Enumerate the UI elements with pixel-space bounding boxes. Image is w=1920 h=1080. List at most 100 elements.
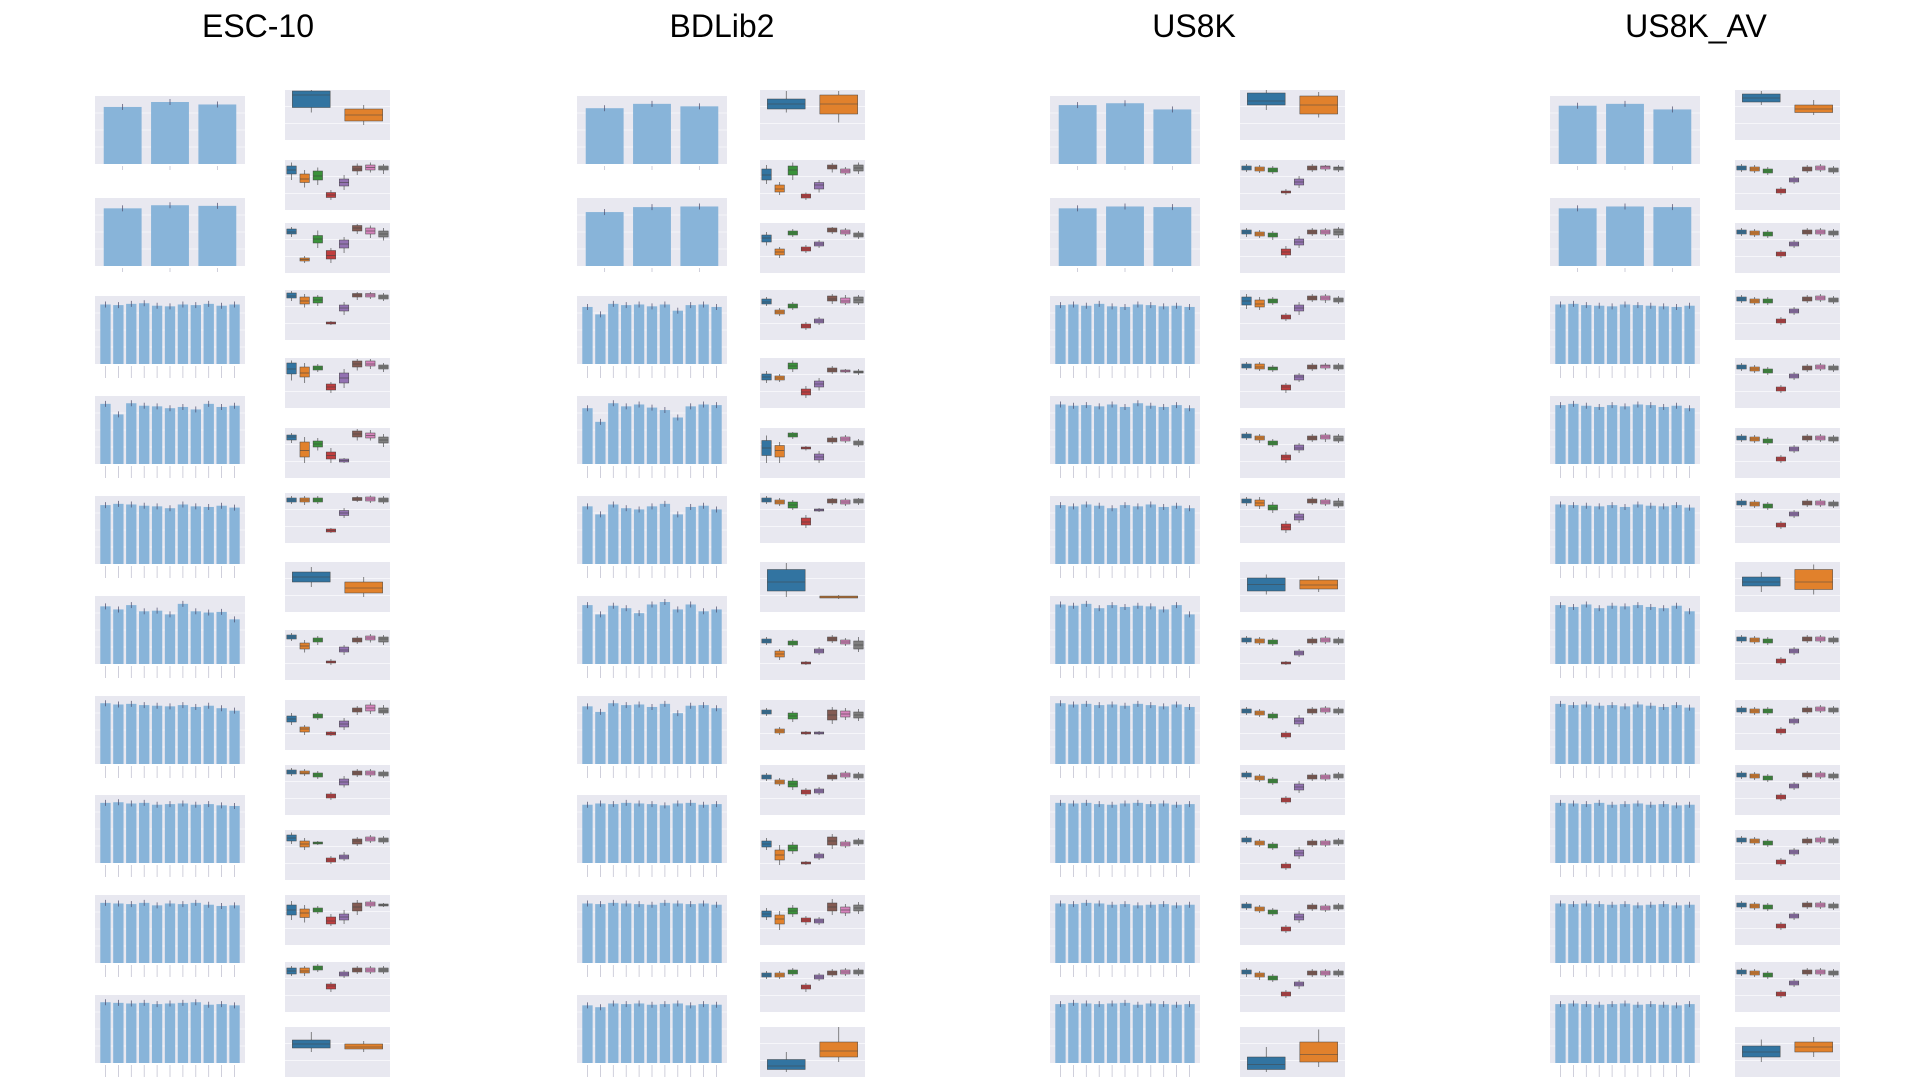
- box: [1333, 500, 1344, 507]
- bar: [1568, 904, 1579, 963]
- bar: [216, 611, 227, 664]
- bar: [1658, 706, 1669, 764]
- bar: [1094, 1004, 1105, 1063]
- bar: [1555, 605, 1566, 664]
- box-plot-area: [1240, 765, 1345, 815]
- bar: [1555, 504, 1566, 564]
- bar: [126, 303, 137, 364]
- bar: [177, 304, 189, 364]
- bar: [100, 902, 111, 963]
- box: [1333, 435, 1344, 442]
- bar: [582, 804, 593, 863]
- bar: [1645, 606, 1656, 664]
- bar: [1158, 706, 1169, 764]
- bar: [1619, 804, 1631, 863]
- bar: [582, 903, 593, 963]
- bar: [711, 804, 722, 863]
- bar: [1671, 1005, 1682, 1063]
- bar: [177, 603, 189, 664]
- bar: [1632, 704, 1644, 764]
- bar: [1119, 1002, 1131, 1063]
- bar: [595, 314, 606, 364]
- bar: [582, 506, 593, 564]
- bar: [1594, 1004, 1605, 1063]
- bar: [1568, 505, 1579, 564]
- bar: [646, 506, 658, 564]
- bar: [1671, 905, 1682, 963]
- bar: [646, 604, 658, 664]
- bar: [1081, 902, 1092, 963]
- bar: [711, 904, 722, 963]
- bar: [1581, 903, 1592, 963]
- bar: [1558, 105, 1597, 164]
- bar: [646, 1004, 658, 1063]
- bar: [1645, 904, 1656, 963]
- box: [378, 636, 389, 643]
- bar: [672, 417, 683, 464]
- bar: [633, 613, 645, 664]
- bar: [126, 403, 137, 464]
- bar: [1145, 904, 1156, 963]
- bar: [113, 503, 124, 564]
- bar: [1068, 1002, 1079, 1063]
- bar: [1684, 507, 1695, 564]
- bar: [1055, 404, 1066, 464]
- box: [1742, 1045, 1781, 1058]
- bar: [164, 306, 176, 364]
- box: [299, 441, 310, 458]
- bar: [1671, 705, 1682, 764]
- bar: [139, 1002, 150, 1063]
- bar: [190, 902, 201, 963]
- bar: [1632, 504, 1644, 564]
- bar: [1132, 304, 1144, 364]
- bar: [1106, 704, 1118, 764]
- box: [325, 916, 336, 925]
- bar: [113, 704, 124, 764]
- bar: [1658, 608, 1669, 664]
- bar: [216, 305, 227, 364]
- bar: [1171, 804, 1182, 863]
- column-title-esc10: ESC-10: [201, 8, 315, 44]
- bar: [198, 205, 237, 266]
- bar: [126, 504, 137, 564]
- bar: [582, 1005, 593, 1063]
- bar: [151, 804, 163, 863]
- bar: [1632, 305, 1644, 364]
- bar: [151, 305, 163, 364]
- bar: [582, 605, 593, 664]
- bar: [698, 705, 709, 764]
- bar: [164, 706, 176, 764]
- column-title-bdlib2: BDLib2: [669, 8, 775, 44]
- bar: [203, 1004, 214, 1063]
- bar: [621, 705, 632, 764]
- bar: [621, 508, 632, 564]
- bar: [1068, 506, 1079, 564]
- bar: [1184, 706, 1195, 764]
- box: [299, 296, 310, 305]
- bar: [1606, 605, 1618, 664]
- bar: [633, 304, 645, 364]
- box-plot-area: [1240, 895, 1345, 945]
- box-plot-area: [1735, 428, 1840, 478]
- bar: [1055, 903, 1066, 963]
- bar: [1632, 1004, 1644, 1063]
- bar: [1158, 506, 1169, 564]
- bar: [177, 803, 189, 863]
- bar: [190, 611, 201, 664]
- box: [365, 360, 376, 367]
- bar: [1132, 506, 1144, 564]
- column-title-us8k: US8K: [1152, 8, 1236, 44]
- bar: [1119, 505, 1131, 564]
- box-plot-area: [1735, 765, 1840, 815]
- bar: [229, 805, 240, 863]
- bar: [139, 902, 150, 963]
- bar: [190, 804, 201, 863]
- bar: [1106, 904, 1118, 963]
- bar: [595, 614, 606, 664]
- bar: [711, 1004, 722, 1063]
- bar: [1081, 305, 1092, 364]
- box: [1267, 504, 1278, 511]
- bar: [1581, 704, 1592, 764]
- bar: [711, 509, 722, 564]
- bar: [1594, 406, 1605, 464]
